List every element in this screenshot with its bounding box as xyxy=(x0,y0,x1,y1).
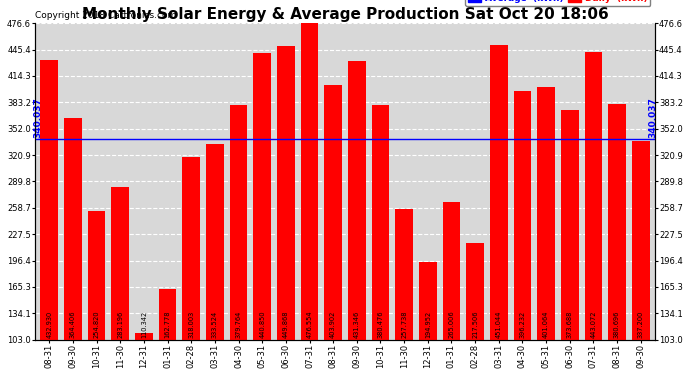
Legend: Average  (kWh), Daily  (kWh): Average (kWh), Daily (kWh) xyxy=(465,0,651,6)
Text: 265.006: 265.006 xyxy=(448,310,455,338)
Text: 337.200: 337.200 xyxy=(638,310,644,338)
Text: 476.554: 476.554 xyxy=(306,310,313,338)
Bar xyxy=(230,105,248,340)
Bar xyxy=(253,53,271,340)
Text: 162.778: 162.778 xyxy=(165,310,170,338)
Bar xyxy=(608,104,626,340)
Bar xyxy=(88,211,106,340)
Bar xyxy=(41,60,58,340)
Title: Monthly Solar Energy & Average Production Sat Oct 20 18:06: Monthly Solar Energy & Average Productio… xyxy=(81,7,609,22)
Bar xyxy=(111,187,129,340)
Text: 110.342: 110.342 xyxy=(141,311,147,338)
Text: 431.346: 431.346 xyxy=(354,311,359,338)
Bar xyxy=(466,243,484,340)
Bar xyxy=(372,105,389,340)
Text: 340.037: 340.037 xyxy=(33,97,42,138)
Text: 440.850: 440.850 xyxy=(259,310,265,338)
Text: 449.868: 449.868 xyxy=(283,310,289,338)
Bar xyxy=(206,144,224,340)
Bar xyxy=(324,85,342,340)
Text: 254.820: 254.820 xyxy=(94,310,99,338)
Text: 283.196: 283.196 xyxy=(117,311,124,338)
Bar xyxy=(135,333,152,340)
Text: 257.738: 257.738 xyxy=(401,310,407,338)
Text: 217.506: 217.506 xyxy=(472,310,478,338)
Bar xyxy=(182,158,200,340)
Bar xyxy=(348,62,366,340)
Text: 373.688: 373.688 xyxy=(566,310,573,338)
Text: 194.952: 194.952 xyxy=(425,311,431,338)
Text: 396.232: 396.232 xyxy=(520,311,525,338)
Bar xyxy=(395,209,413,340)
Text: 318.003: 318.003 xyxy=(188,311,195,338)
Text: 380.476: 380.476 xyxy=(377,310,384,338)
Text: Copyright 2018 Cartronics.com: Copyright 2018 Cartronics.com xyxy=(35,11,177,20)
Text: 401.064: 401.064 xyxy=(543,310,549,338)
Bar xyxy=(277,46,295,340)
Text: 380.696: 380.696 xyxy=(614,310,620,338)
Text: 432.930: 432.930 xyxy=(46,311,52,338)
Text: 451.044: 451.044 xyxy=(495,310,502,338)
Bar xyxy=(64,118,82,340)
Bar xyxy=(538,87,555,340)
Bar xyxy=(419,262,437,340)
Bar xyxy=(632,141,649,340)
Text: 364.406: 364.406 xyxy=(70,310,76,338)
Bar xyxy=(301,23,318,340)
Bar xyxy=(490,45,508,340)
Text: 379.764: 379.764 xyxy=(235,310,242,338)
Text: 403.902: 403.902 xyxy=(331,310,336,338)
Bar xyxy=(442,202,460,340)
Text: 333.524: 333.524 xyxy=(212,311,218,338)
Text: 443.072: 443.072 xyxy=(591,310,596,338)
Text: 340.037: 340.037 xyxy=(648,97,657,138)
Bar xyxy=(159,289,177,340)
Bar xyxy=(584,51,602,340)
Bar xyxy=(561,110,579,340)
Bar xyxy=(513,91,531,340)
